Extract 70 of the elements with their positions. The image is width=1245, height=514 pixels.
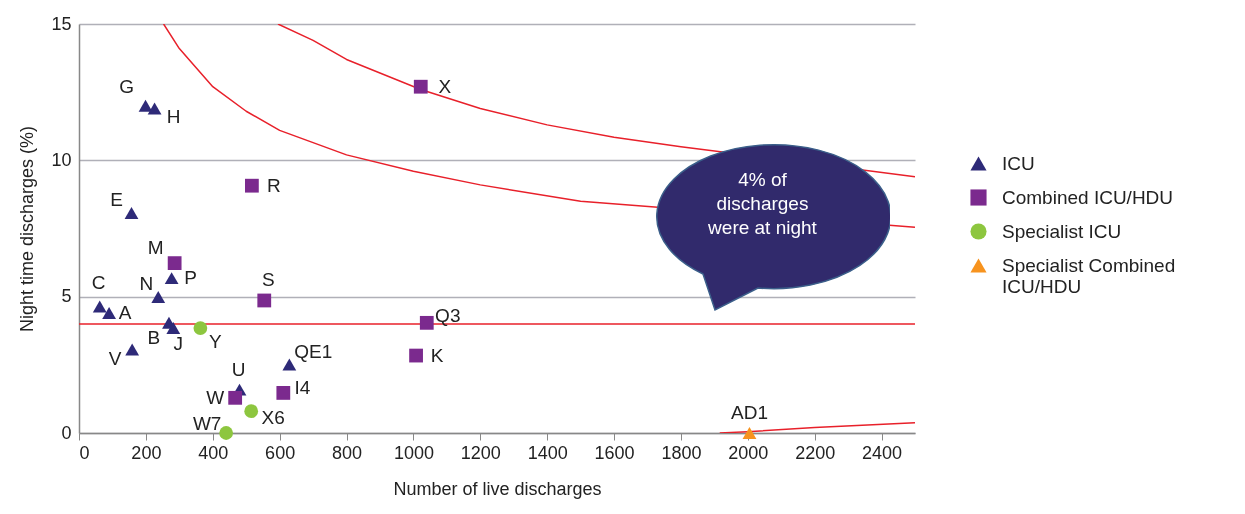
point xyxy=(125,343,140,356)
annotation: X xyxy=(438,75,452,97)
x-tick-label: 0 xyxy=(79,442,90,463)
annotation: P xyxy=(184,267,197,289)
annotation: 4% of discharges were at night xyxy=(707,168,818,240)
x-tick-label: 1600 xyxy=(594,442,635,463)
point xyxy=(276,386,291,400)
annotation: X6 xyxy=(261,407,285,429)
point xyxy=(419,315,434,330)
annotation: V xyxy=(108,347,122,369)
legend-label: Combined ICU/HDU xyxy=(1002,186,1174,208)
annotation: B xyxy=(147,326,161,348)
point xyxy=(244,178,259,193)
x-tick-label: 2000 xyxy=(728,442,769,463)
point xyxy=(138,99,153,112)
y-tick-label: 15 xyxy=(51,13,72,34)
annotation: AD1 xyxy=(730,402,768,423)
point xyxy=(228,390,243,405)
point xyxy=(219,426,234,440)
point xyxy=(166,322,181,334)
x-tick-label: 1000 xyxy=(393,442,434,463)
point xyxy=(92,300,107,313)
point xyxy=(244,404,259,419)
legend-label: Specialist ICU xyxy=(1002,220,1122,242)
point xyxy=(102,307,116,319)
x-tick-label: 1200 xyxy=(460,442,501,463)
point xyxy=(151,290,166,303)
point xyxy=(282,358,297,371)
x-tick-label: 400 xyxy=(198,442,229,463)
legend-label: Specialist Combined ICU/HDU xyxy=(1002,254,1176,297)
legend-label: ICU xyxy=(1002,152,1035,174)
x-tick-label: 1800 xyxy=(661,442,702,463)
point xyxy=(167,256,182,271)
x-tick-label: 200 xyxy=(131,442,162,463)
x-tick-label: 2400 xyxy=(862,442,903,463)
y-tick-label: 5 xyxy=(61,286,72,307)
annotation: M xyxy=(147,237,164,259)
x-tick-label: 1400 xyxy=(527,442,568,463)
x-axis-title: Number of live discharges xyxy=(393,478,602,499)
annotation: H xyxy=(166,105,181,127)
annotation: U xyxy=(231,358,246,380)
point xyxy=(164,272,179,285)
point xyxy=(257,293,272,308)
x-tick-label: 600 xyxy=(265,442,296,463)
point xyxy=(147,102,162,115)
annotation: G xyxy=(119,75,134,97)
point xyxy=(413,79,428,94)
point xyxy=(742,427,757,439)
annotation: K xyxy=(430,344,444,366)
annotation: W7 xyxy=(192,413,222,434)
annotation: W xyxy=(206,386,225,408)
annotation: E xyxy=(110,188,123,210)
annotation: C xyxy=(91,272,106,294)
y-axis-title: Night time discharges (%) xyxy=(17,125,38,333)
annotation: A xyxy=(118,302,132,324)
annotation: QE1 xyxy=(294,340,333,362)
x-tick-label: 800 xyxy=(332,442,363,463)
annotation: J xyxy=(173,333,184,355)
y-tick-label: 10 xyxy=(51,149,72,170)
annotation: N xyxy=(139,272,154,294)
x-tick-label: 2200 xyxy=(795,442,836,463)
annotation: I4 xyxy=(294,376,311,398)
point xyxy=(409,348,423,363)
annotation: Y xyxy=(209,331,223,353)
y-tick-label: 0 xyxy=(61,422,72,443)
point xyxy=(193,321,208,335)
annotation: R xyxy=(267,174,281,196)
annotation: Q3 xyxy=(435,304,461,326)
annotation: S xyxy=(261,269,275,291)
point xyxy=(124,206,139,219)
